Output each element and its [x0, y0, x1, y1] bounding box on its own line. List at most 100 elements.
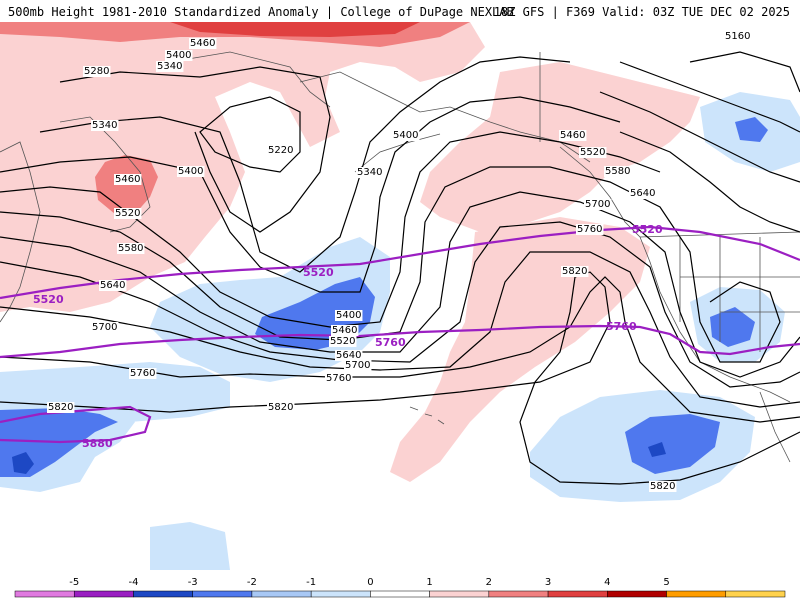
- scale-tick-label: -4: [128, 577, 138, 588]
- label-background: [335, 350, 363, 361]
- climo-5520: [0, 225, 800, 300]
- coastline-bc: [559, 146, 641, 238]
- label-background: [392, 130, 420, 141]
- contour-5340-east: [619, 61, 800, 133]
- header-bar: 500mb Height 1981-2010 Standardized Anom…: [0, 0, 800, 22]
- label-5400-d: 5400: [336, 310, 361, 321]
- label-5460-b: 5460: [115, 174, 140, 185]
- label-background: [331, 325, 359, 336]
- label-5580-a: 5580: [118, 243, 143, 254]
- aleutians: [354, 133, 441, 173]
- label-background: [576, 224, 604, 235]
- label-background: [114, 208, 142, 219]
- label-5700-a: 5700: [92, 322, 117, 333]
- scale-segment: [666, 590, 727, 598]
- scale-tick-label: 3: [545, 577, 551, 588]
- contour-5580: [0, 191, 800, 378]
- climo-label-5520-a: 5520: [33, 293, 64, 306]
- label-background: [604, 166, 632, 177]
- positive-anomaly-areas: [0, 22, 700, 482]
- label-5760-a: 5760: [130, 368, 155, 379]
- label-background: [344, 360, 372, 371]
- run-info: 18Z GFS | F369 Valid: 03Z TUE DEC 02 202…: [493, 5, 790, 19]
- label-background: [356, 167, 384, 178]
- scale-tick-label: 2: [486, 577, 492, 588]
- label-5820-a: 5820: [48, 402, 73, 413]
- hawaii-islands: [409, 406, 445, 425]
- neg-anomaly-south-2: [625, 414, 720, 474]
- coastline-chukotka: [169, 51, 331, 108]
- contour-5400-east: [599, 91, 800, 183]
- contour-5640: [0, 221, 800, 388]
- label-background: [165, 50, 193, 61]
- pos-anomaly-arctic: [0, 22, 485, 312]
- baja: [759, 391, 791, 463]
- label-background: [117, 243, 145, 254]
- label-5520-c: 5520: [330, 336, 355, 347]
- label-5280: 5280: [84, 66, 109, 77]
- map-title: 500mb Height 1981-2010 Standardized Anom…: [8, 5, 514, 19]
- label-5820-c: 5820: [562, 266, 587, 277]
- label-background: [649, 481, 677, 492]
- scale-segment: [725, 590, 786, 598]
- label-background: [114, 174, 142, 185]
- label-5460-a: 5460: [190, 38, 215, 49]
- scale-segment: [429, 590, 490, 598]
- scale-segment: [607, 590, 667, 598]
- coastline-asia: [0, 141, 41, 323]
- scale-segment: [133, 590, 193, 598]
- label-5460-c: 5460: [560, 130, 585, 141]
- scale-segment: [370, 590, 430, 598]
- scale-tick-label: -1: [306, 577, 316, 588]
- contour-5460-east: [619, 131, 800, 233]
- label-background: [325, 373, 353, 384]
- label-5700-b: 5700: [585, 199, 610, 210]
- label-5340-a: 5340: [157, 61, 182, 72]
- scale-tick-label: 1: [426, 577, 432, 588]
- color-scale-bars: [14, 590, 786, 598]
- label-background: [189, 38, 217, 49]
- scale-segment: [14, 590, 75, 598]
- label-5640-b: 5640: [630, 188, 655, 199]
- label-5400-b: 5400: [178, 166, 203, 177]
- label-background: [561, 266, 589, 277]
- scale-segment: [547, 590, 608, 598]
- label-background: [629, 188, 657, 199]
- label-5580-b: 5580: [605, 166, 630, 177]
- contour-5220: [199, 96, 301, 173]
- label-background: [584, 199, 612, 210]
- coastline-alaska: [299, 71, 591, 163]
- coastline-kamchatka: [59, 116, 151, 233]
- scale-segment: [310, 590, 371, 598]
- label-5700-c: 5700: [345, 360, 370, 371]
- color-scale: -5 -4 -3 -2 -1 0 1 2 3 4 5: [14, 577, 786, 598]
- contour-5400: [0, 96, 621, 293]
- label-5160: 5160: [725, 31, 750, 42]
- label-background: [579, 147, 607, 158]
- neg-anomaly-south-3: [648, 442, 666, 457]
- contour-5160: [689, 51, 800, 93]
- label-background: [83, 66, 111, 77]
- label-5400-c: 5400: [393, 130, 418, 141]
- label-5220: 5220: [268, 145, 293, 156]
- label-background: [724, 31, 752, 42]
- scale-tick-label: 4: [604, 577, 610, 588]
- label-5340-b: 5340: [92, 120, 117, 131]
- scale-tick-label: -2: [247, 577, 257, 588]
- scale-tick-label: -3: [188, 577, 198, 588]
- label-5460-d: 5460: [332, 325, 357, 336]
- climo-label-5520-c: 5520: [632, 223, 663, 236]
- neg-anomaly-south-west: [150, 522, 230, 570]
- scale-segment: [488, 590, 549, 598]
- state-lines: [679, 237, 800, 352]
- climo-5760: [0, 324, 800, 359]
- anomaly-map[interactable]: 5160 5220 5280 5340 5340 5340 5400 5400 …: [0, 22, 800, 570]
- label-5640-c: 5640: [336, 350, 361, 361]
- scale-tick-label: -5: [69, 577, 79, 588]
- label-background: [335, 310, 363, 321]
- label-5760-c: 5760: [326, 373, 351, 384]
- neg-anomaly-hawaii-w-3: [12, 452, 34, 474]
- label-5820-d: 5820: [650, 481, 675, 492]
- climo-label-5760-b: 5760: [606, 320, 637, 333]
- contour-5280: [59, 66, 331, 233]
